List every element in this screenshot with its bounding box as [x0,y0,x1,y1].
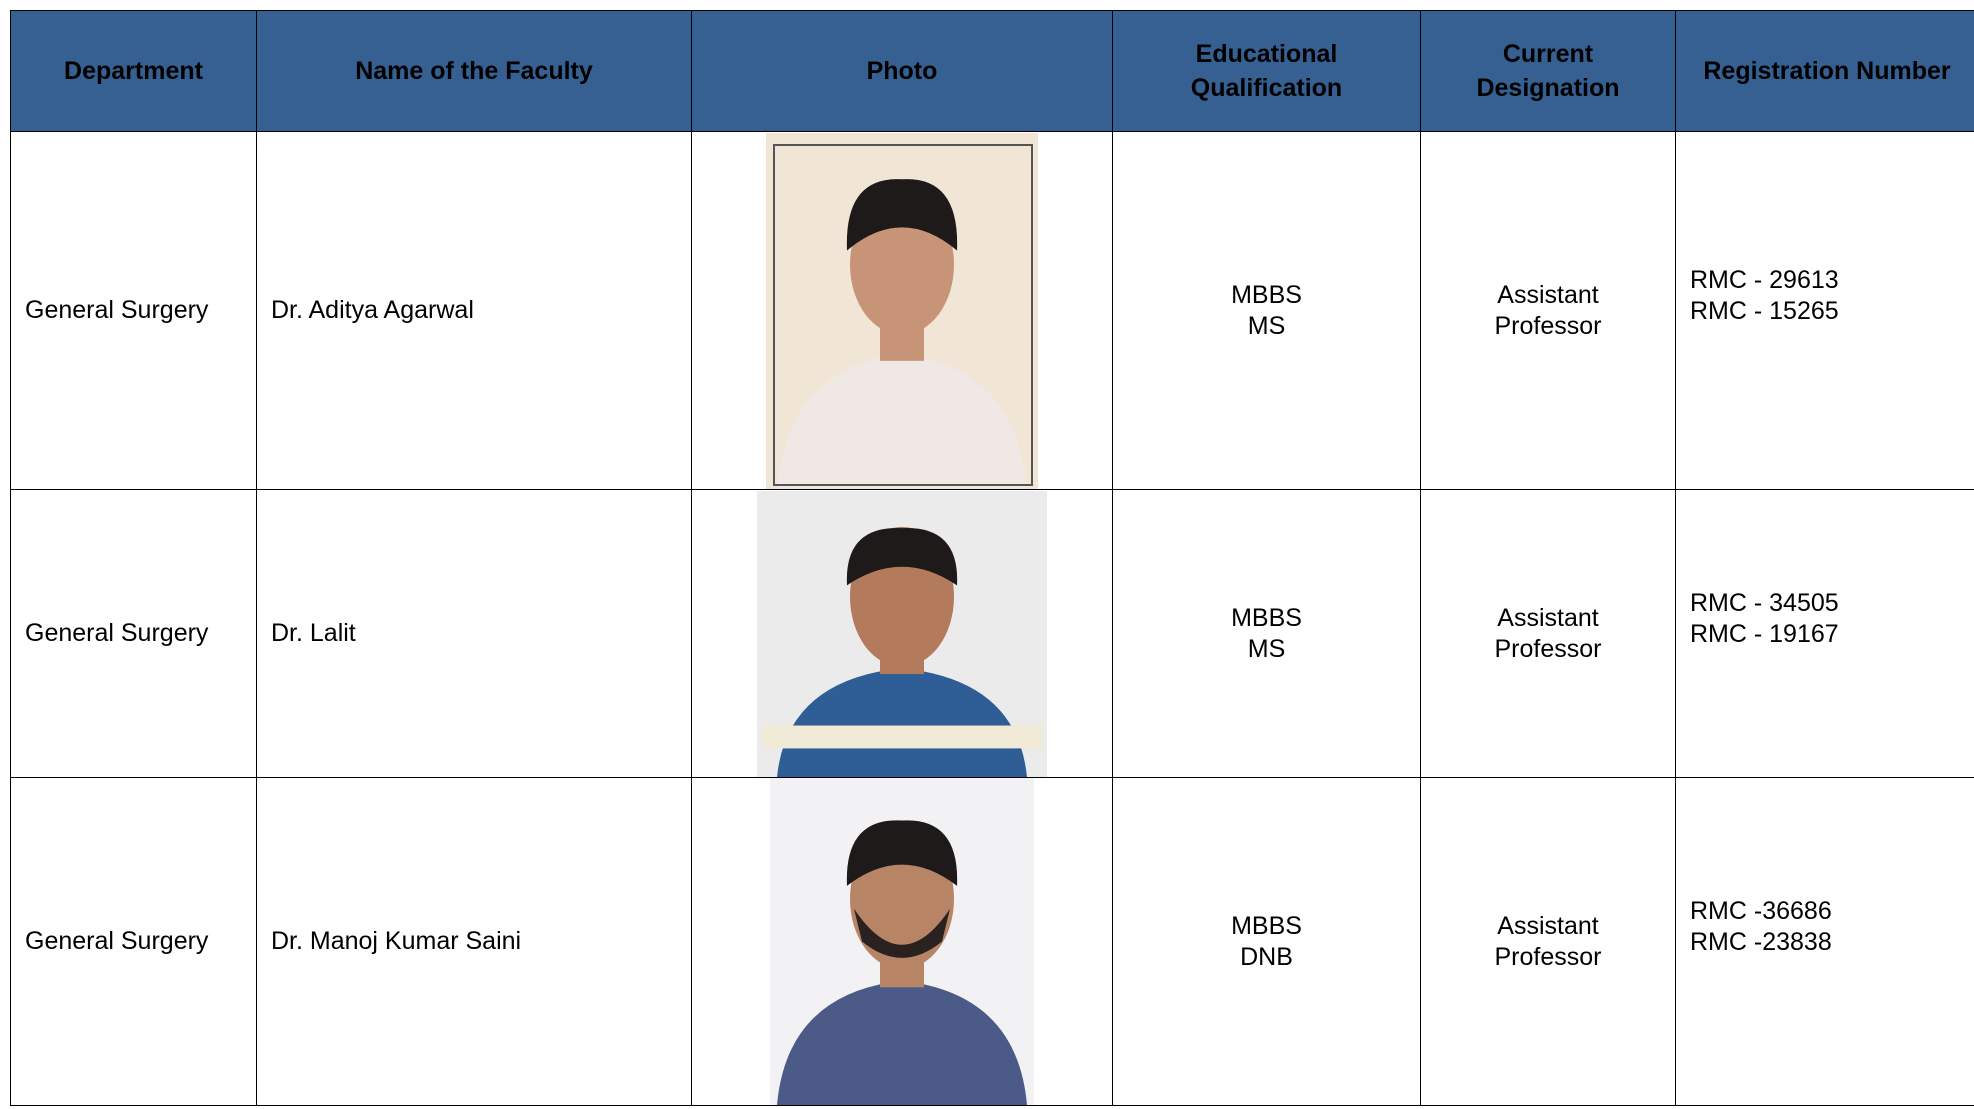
registration-line: RMC - 29613 [1690,265,1839,294]
registration-line: RMC - 34505 [1690,588,1839,617]
table-row: General Surgery Dr. Lalit MBBS MS Assistant P… [10,489,1974,778]
designation-cell: Assistant Professor [1420,489,1676,778]
designation-line: Assistant [1497,603,1599,632]
qualification-cell: MBBS DNB [1112,777,1421,1106]
photo-cell [691,777,1113,1106]
qualification-cell: MBBS MS [1112,131,1421,490]
qualification-line: MS [1247,311,1286,340]
department-cell: General Surgery [10,131,257,490]
table-row: General Surgery Dr. Manoj Kumar Saini MBBS… [10,777,1974,1106]
faculty-photo [766,132,1038,489]
qualification-cell: MBBS MS [1112,489,1421,778]
registration-line: RMC -36686 [1690,896,1832,925]
designation-line: Professor [1494,942,1602,971]
faculty-table: Department Name of the Faculty Photo Educat… [10,10,1974,1106]
header-cell: Department [10,10,257,132]
registration-line: RMC -23838 [1690,927,1832,956]
qualification-line: MBBS [1231,280,1302,309]
department-cell: General Surgery [10,777,257,1106]
table-body: General Surgery Dr. Aditya Agarwal MBBS MS A… [10,131,1974,1106]
qualification-line: MS [1247,634,1286,663]
name-cell: Dr. Aditya Agarwal [256,131,692,490]
name-cell: Dr. Lalit [256,489,692,778]
qualification-line: MBBS [1231,603,1302,632]
header-cell: Educational Qualification [1112,10,1421,132]
qualification-line: DNB [1240,942,1293,971]
designation-cell: Assistant Professor [1420,777,1676,1106]
header-cell: Photo [691,10,1113,132]
designation-line: Professor [1494,634,1602,663]
table-row: General Surgery Dr. Aditya Agarwal MBBS MS A… [10,131,1974,490]
registration-cell: RMC -36686 RMC -23838 [1675,777,1974,1106]
registration-cell: RMC - 34505 RMC - 19167 [1675,489,1974,778]
designation-cell: Assistant Professor [1420,131,1676,490]
header-row: Department Name of the Faculty Photo Educat… [10,10,1974,132]
photo-cell [691,489,1113,778]
registration-line: RMC - 19167 [1690,619,1839,648]
header-cell: Current Designation [1420,10,1676,132]
header-cell: Name of the Faculty [256,10,692,132]
qualification-line: MBBS [1231,911,1302,940]
registration-cell: RMC - 29613 RMC - 15265 [1675,131,1974,490]
registration-line: RMC - 15265 [1690,296,1839,325]
header-cell: Registration Number [1675,10,1974,132]
photo-cell [691,131,1113,490]
department-cell: General Surgery [10,489,257,778]
name-cell: Dr. Manoj Kumar Saini [256,777,692,1106]
faculty-photo [770,778,1034,1105]
faculty-photo [757,490,1047,777]
designation-line: Assistant [1497,280,1599,309]
designation-line: Professor [1494,311,1602,340]
designation-line: Assistant [1497,911,1599,940]
